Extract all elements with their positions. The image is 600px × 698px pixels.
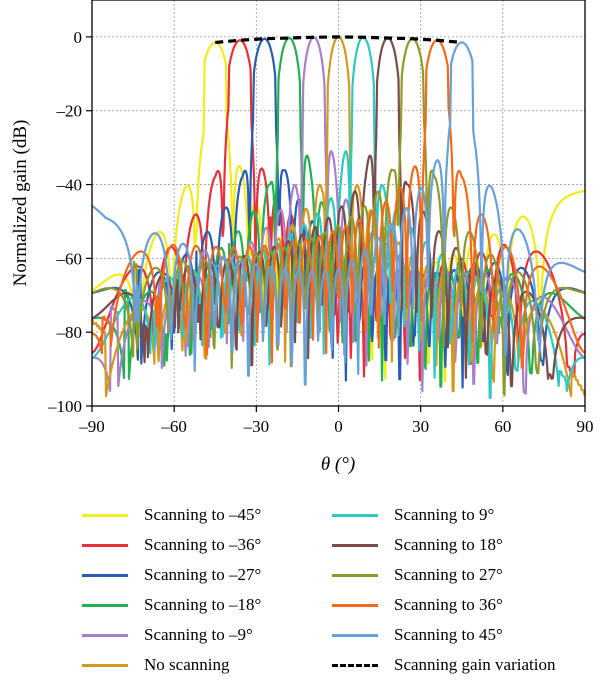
series-line-gain-variation xyxy=(215,35,462,45)
legend-item: Scanning to –9° xyxy=(82,620,332,650)
legend-item: Scanning gain variation xyxy=(332,650,592,680)
series-layer xyxy=(92,35,585,399)
legend-item: Scanning to 36° xyxy=(332,590,592,620)
series-line-7 xyxy=(92,36,585,388)
legend-swatch xyxy=(332,633,378,637)
legend-item: Scanning to 45° xyxy=(332,620,592,650)
legend-swatch xyxy=(82,543,128,547)
legend-item: Scanning to –18° xyxy=(82,590,332,620)
y-tick-label: –80 xyxy=(56,323,83,342)
legend-item: Scanning to 9° xyxy=(332,500,592,530)
legend-swatch xyxy=(332,603,378,607)
legend-swatch xyxy=(332,663,378,667)
x-tick-label: 30 xyxy=(412,417,429,436)
legend-label: Scanning to 9° xyxy=(394,505,495,524)
legend-item: Scanning to 18° xyxy=(332,530,592,560)
y-axis-label: Normalized gain (dB) xyxy=(10,120,31,287)
legend-swatch xyxy=(82,513,128,517)
legend-item: Scanning to –36° xyxy=(82,530,332,560)
y-tick-label: –60 xyxy=(56,249,83,268)
legend-swatch xyxy=(332,573,378,577)
legend: Scanning to –45° Scanning to 9° Scanning t… xyxy=(82,500,592,680)
x-tick-label: 90 xyxy=(577,417,594,436)
legend-label: Scanning to –45° xyxy=(144,505,262,524)
legend-label: Scanning to –9° xyxy=(144,625,253,644)
legend-item: No scanning xyxy=(82,650,332,680)
x-tick-label: –60 xyxy=(160,417,187,436)
y-tick-label: –20 xyxy=(56,102,83,121)
ticks: –90 –60 –30 0 30 60 90 0 –20 –40 –60 –80 –100 xyxy=(47,28,594,436)
x-tick-label: 0 xyxy=(334,417,343,436)
y-tick-label: –100 xyxy=(47,397,82,416)
x-tick-label: –90 xyxy=(78,417,105,436)
x-tick-label: 60 xyxy=(494,417,511,436)
legend-item: Scanning to –45° xyxy=(82,500,332,530)
legend-label: No scanning xyxy=(144,655,230,674)
legend-swatch xyxy=(82,573,128,577)
legend-label: Scanning to 18° xyxy=(394,535,503,554)
legend-item: Scanning to –27° xyxy=(82,560,332,590)
legend-label: Scanning to –18° xyxy=(144,595,262,614)
y-tick-label: 0 xyxy=(74,28,83,47)
legend-label: Scanning gain variation xyxy=(394,655,556,674)
legend-item: Scanning to 27° xyxy=(332,560,592,590)
x-tick-label: –30 xyxy=(243,417,270,436)
legend-swatch xyxy=(332,513,378,517)
legend-label: Scanning to 36° xyxy=(394,595,503,614)
legend-label: Scanning to 45° xyxy=(394,625,503,644)
legend-grid: Scanning to –45° Scanning to 9° Scanning t… xyxy=(82,500,592,680)
legend-label: Scanning to –27° xyxy=(144,565,262,584)
legend-label: Scanning to 27° xyxy=(394,565,503,584)
y-tick-label: –40 xyxy=(56,176,83,195)
legend-label: Scanning to –36° xyxy=(144,535,262,554)
chart: –90 –60 –30 0 30 60 900–20–40–60–80–100 θ (°) … xyxy=(10,0,594,475)
x-axis-label: θ (°) xyxy=(321,454,355,475)
series-line-10 xyxy=(92,41,585,386)
legend-swatch xyxy=(82,663,128,667)
legend-swatch xyxy=(332,543,378,547)
legend-swatch xyxy=(82,633,128,637)
legend-swatch xyxy=(82,603,128,607)
